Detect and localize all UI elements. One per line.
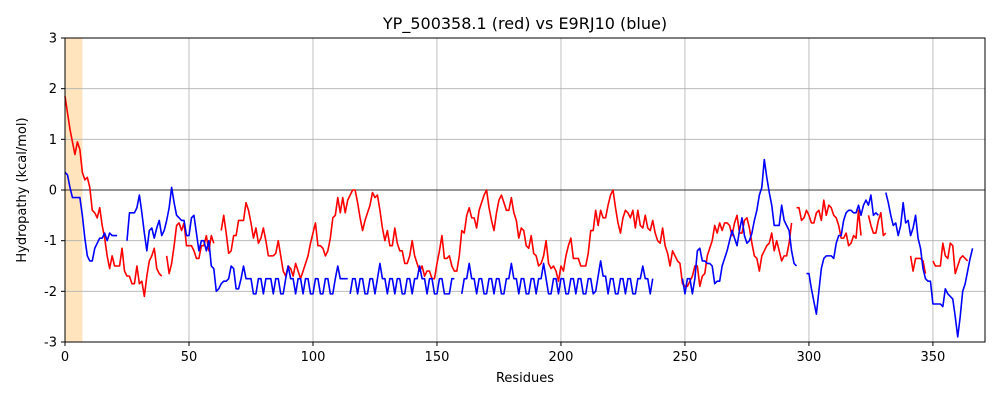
y-tick-label: -2 [44,285,57,300]
series-1-line [165,222,215,275]
x-tick-label: 150 [425,350,450,365]
plot-area: 0 50 100 150 200 250 300 350 -3 -2 -1 0 1 2 3 [44,32,986,365]
series-1-line [64,96,163,298]
series-2-line [806,194,879,315]
series-2-line [349,262,455,295]
x-tick-label: 0 [61,350,69,365]
series-2-line [64,171,118,262]
x-tick-label: 100 [301,350,326,365]
chart-title: YP_500358.1 (red) vs E9RJ10 (blue) [382,14,667,34]
y-tick-label: -3 [44,336,57,351]
y-tick-label: 1 [49,133,57,148]
x-tick-label: 250 [673,350,698,365]
y-axis-label: Hydropathy (kcal/mol) [15,117,30,262]
series-1-line [909,255,927,274]
x-tick-label: 200 [549,350,574,365]
series-1-line [796,199,862,247]
series-1-line [932,242,969,275]
series-2-line [885,192,974,338]
series-2-line [460,260,654,295]
x-axis-label: Residues [496,371,554,386]
series-1-line [867,212,887,237]
y-tick-label: 0 [49,184,57,199]
series-2-line [681,158,798,295]
x-tick-label: 350 [921,350,946,365]
x-tick-label: 300 [797,350,822,365]
y-tick-label: -1 [44,234,57,249]
x-tick-label: 50 [181,350,198,365]
series-2-line [126,186,348,295]
y-tick-label: 2 [49,82,57,97]
y-tick-label: 3 [49,32,57,47]
